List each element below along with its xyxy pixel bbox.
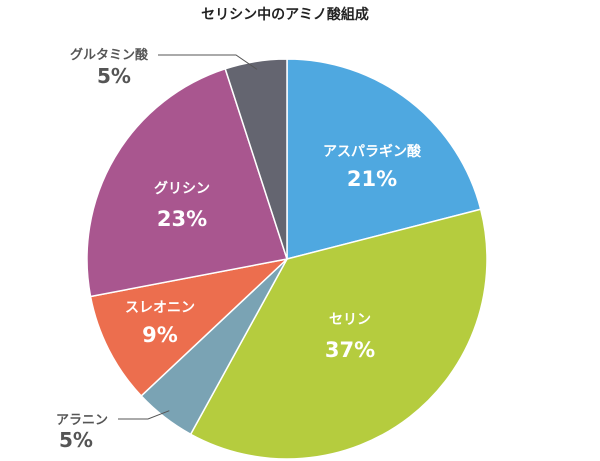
slice-value-label: 37% bbox=[325, 338, 375, 362]
pie-slice bbox=[189, 208, 488, 460]
slice-value-label: 21% bbox=[347, 167, 397, 191]
chart-title: セリシン中のアミノ酸組成 bbox=[201, 7, 369, 23]
slice-label: セリン bbox=[329, 312, 371, 328]
pie-slice bbox=[86, 67, 288, 298]
pie-slice bbox=[224, 58, 288, 260]
slice-label: スレオニン bbox=[125, 300, 195, 316]
leader-line bbox=[118, 410, 170, 420]
slice-label: グリシン bbox=[154, 180, 210, 197]
leader-line bbox=[158, 54, 258, 70]
slice-label: グルタミン酸 bbox=[70, 47, 149, 63]
slice-label: アラニン bbox=[56, 413, 108, 428]
slice-value-label: 9% bbox=[142, 323, 178, 347]
slice-value-label: 5% bbox=[97, 64, 131, 88]
slice-label: アスパラギン酸 bbox=[323, 143, 422, 160]
pie-slice bbox=[89, 257, 290, 397]
slice-value-label: 5% bbox=[59, 428, 93, 452]
slice-value-label: 23% bbox=[157, 207, 207, 231]
pie-slice bbox=[286, 58, 482, 260]
